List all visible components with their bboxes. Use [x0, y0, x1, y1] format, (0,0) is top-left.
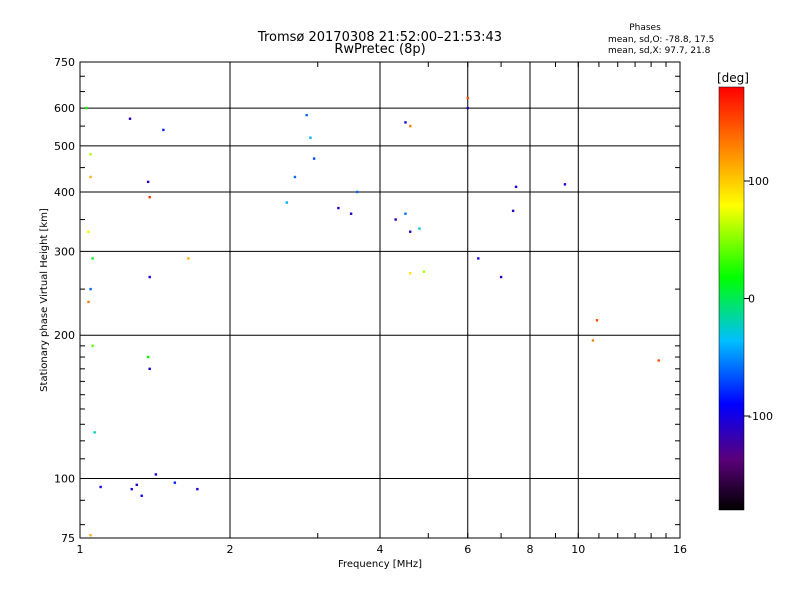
data-point	[91, 257, 94, 260]
data-point	[148, 275, 151, 279]
phases-heading: Phases	[629, 23, 661, 33]
y-axis-label: Stationary phase Virtual Height [km]	[39, 208, 50, 392]
phase-stats-o: mean, sd,O: -78.8, 17.5	[608, 35, 714, 45]
data-point	[404, 212, 407, 215]
grid-lines	[80, 62, 680, 538]
data-point	[130, 487, 133, 491]
y-tick-label: 75	[61, 532, 75, 545]
data-point	[591, 339, 595, 342]
data-point	[162, 128, 165, 132]
chart-subtitle: RwPretec (8p)	[334, 42, 425, 57]
data-point	[89, 287, 92, 291]
x-tick-label: 10	[571, 543, 585, 556]
data-point	[409, 272, 412, 275]
phase-stats-x: mean, sd,X: 97.7, 21.8	[608, 46, 711, 56]
data-point	[91, 344, 94, 348]
x-tick-label: 2	[227, 543, 234, 556]
data-point	[404, 121, 407, 124]
data-point	[146, 180, 150, 184]
data-point	[657, 359, 660, 362]
y-tick-label: 300	[54, 245, 75, 258]
data-point	[355, 190, 359, 194]
data-point	[89, 153, 92, 156]
colorbar-tick-label: 0	[748, 293, 755, 306]
x-tick-label: 8	[527, 543, 534, 556]
colorbar-label: [deg]	[717, 71, 749, 85]
data-point	[312, 157, 316, 160]
colorbar-tick-label: -100	[748, 410, 773, 423]
data-point	[135, 483, 138, 487]
data-point	[595, 319, 599, 322]
data-point	[89, 175, 92, 179]
data-point	[466, 106, 469, 110]
data-point	[394, 218, 397, 221]
data-point	[154, 473, 158, 476]
data-point	[173, 481, 177, 484]
x-axis-label: Frequency [MHz]	[338, 559, 422, 570]
data-point	[514, 185, 518, 189]
data-point	[285, 201, 288, 204]
axis-ticks	[79, 62, 681, 538]
data-point	[422, 270, 426, 273]
data-point	[337, 206, 340, 210]
data-point	[409, 230, 412, 233]
data-point	[499, 275, 503, 279]
data-point	[89, 534, 92, 537]
y-tick-label: 750	[54, 56, 75, 69]
data-point	[309, 136, 312, 139]
data-point	[148, 195, 151, 199]
chart-title: Tromsø 20170308 21:52:00–21:53:43	[257, 30, 502, 45]
data-point	[99, 485, 102, 489]
y-tick-label: 600	[54, 102, 75, 115]
y-tick-label: 200	[54, 329, 75, 342]
data-point	[196, 487, 199, 491]
y-tick-label: 400	[54, 186, 75, 199]
data-point	[93, 431, 96, 434]
data-point	[128, 117, 132, 120]
x-tick-label: 16	[673, 543, 687, 556]
data-point	[511, 209, 515, 213]
x-tick-label: 4	[377, 543, 384, 556]
y-tick-labels: 75 100 200 300 400 500 600 750	[54, 56, 75, 545]
data-point	[466, 96, 469, 100]
data-point	[148, 367, 151, 371]
data-points	[85, 96, 660, 537]
data-point	[418, 227, 421, 230]
x-tick-labels: 1 2 4 6 8 10 16	[77, 543, 688, 556]
data-point	[293, 175, 297, 179]
data-point	[87, 230, 90, 233]
data-point	[87, 300, 90, 304]
data-point	[146, 355, 150, 359]
y-tick-label: 500	[54, 140, 75, 153]
data-point	[305, 113, 308, 117]
x-tick-label: 6	[464, 543, 471, 556]
data-point	[187, 257, 190, 260]
data-point	[85, 106, 88, 110]
data-point	[349, 212, 353, 215]
data-point	[563, 183, 567, 186]
x-tick-label: 1	[77, 543, 84, 556]
colorbar	[718, 86, 745, 511]
colorbar-ticks: 100 0 -100	[744, 175, 773, 423]
y-tick-label: 100	[54, 473, 75, 486]
data-point	[409, 124, 412, 128]
colorbar-tick-label: 100	[748, 175, 769, 188]
data-point	[140, 494, 143, 497]
data-point	[477, 257, 480, 260]
